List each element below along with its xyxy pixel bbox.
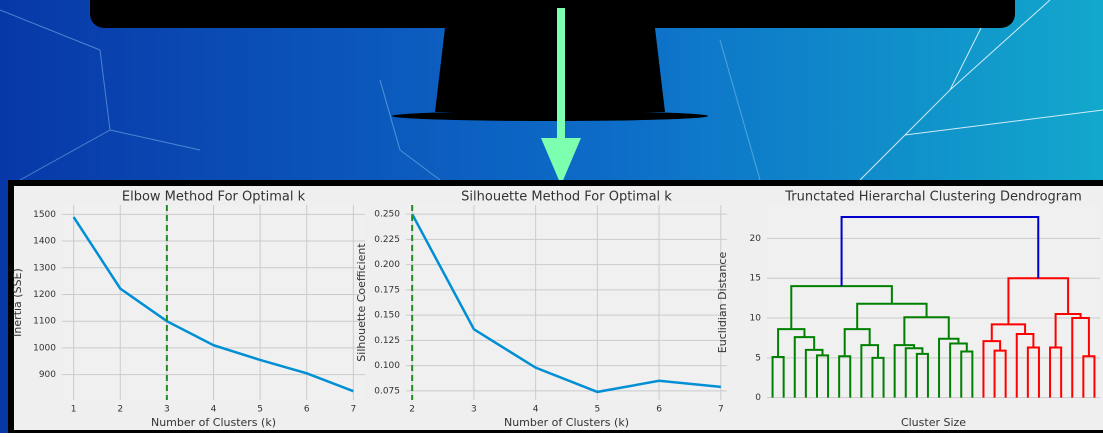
x-tick-label: 6	[656, 405, 662, 415]
dendrogram-link	[860, 344, 879, 398]
y-tick-label: 1400	[33, 237, 56, 247]
y-tick-label: 1100	[33, 317, 56, 327]
dendrogram-link	[949, 342, 968, 398]
dendrogram-link	[1015, 332, 1035, 398]
network-lines	[0, 0, 1103, 181]
y-tick-label: 20	[750, 234, 762, 244]
chart-title: Elbow Method For Optimal k	[122, 190, 306, 205]
y-tick-label: 10	[750, 314, 762, 324]
y-axis-label: Silhouette Coefficient	[355, 243, 368, 362]
plot-area	[406, 205, 727, 400]
arrow-head	[541, 138, 581, 185]
y-tick-label: 900	[39, 370, 56, 380]
monitor-stand	[435, 28, 665, 112]
y-tick-label: 0.200	[374, 260, 400, 270]
y-axis-label: Inertia (SSE)	[11, 268, 24, 337]
y-tick-label: 5	[755, 353, 761, 363]
monitor-base	[392, 111, 708, 121]
y-tick-label: 1200	[33, 290, 56, 300]
y-tick-label: 0.150	[374, 311, 400, 321]
dendrogram-link	[790, 285, 893, 330]
x-tick-label: 1	[71, 405, 77, 415]
dendrogram-link	[960, 350, 974, 398]
y-tick-label: 0	[755, 393, 761, 403]
y-tick-label: 1500	[33, 210, 56, 220]
x-axis-label: Number of Clusters (k)	[504, 416, 629, 429]
x-tick-label: 4	[533, 405, 539, 415]
x-tick-label: 7	[718, 405, 724, 415]
x-tick-label: 2	[409, 405, 415, 415]
y-tick-label: 0.250	[374, 210, 400, 220]
data-line	[72, 216, 354, 393]
y-tick-label: 0.225	[374, 235, 400, 245]
dendrogram-link	[840, 215, 1040, 287]
x-tick-label: 4	[211, 405, 217, 415]
chart-title: Silhouette Method For Optimal k	[461, 190, 672, 205]
x-axis-label: Number of Clusters (k)	[151, 416, 276, 429]
x-tick-label: 5	[257, 405, 263, 415]
x-tick-label: 7	[350, 405, 356, 415]
y-tick-label: 0.100	[374, 361, 400, 371]
dendrogram-link	[990, 323, 1027, 342]
x-tick-label: 3	[164, 405, 170, 415]
x-tick-label: 6	[304, 405, 310, 415]
x-tick-label: 5	[594, 405, 600, 415]
x-axis-label: Cluster Size	[901, 416, 966, 429]
dendrogram-link	[1054, 313, 1082, 348]
monitor	[90, 0, 1015, 28]
plot-area	[767, 205, 1100, 400]
x-tick-label: 3	[471, 405, 477, 415]
y-tick-label: 0.125	[374, 336, 400, 346]
y-tick-label: 0.075	[374, 386, 400, 396]
y-tick-label: 1300	[33, 263, 56, 273]
y-axis-label: Euclidian Distance	[716, 252, 729, 354]
dendrogram-link	[815, 354, 830, 398]
chart-title: Trunctated Hierarchal Clustering Dendrog…	[784, 190, 1082, 205]
arrow-shaft	[557, 8, 565, 148]
y-tick-label: 15	[750, 274, 761, 284]
y-tick-label: 0.175	[374, 285, 400, 295]
data-line	[411, 213, 721, 394]
y-tick-label: 1000	[33, 343, 56, 353]
x-tick-label: 2	[117, 405, 123, 415]
dendrogram-link	[915, 352, 929, 398]
dendrogram-link	[856, 302, 928, 330]
dendrogram-link	[893, 344, 916, 398]
